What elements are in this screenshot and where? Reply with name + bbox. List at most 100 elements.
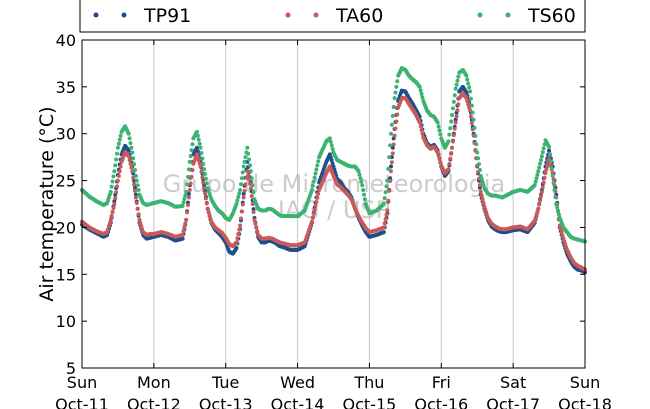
data-point — [381, 202, 386, 206]
x-tick-label-date: Oct-17 — [486, 395, 540, 409]
data-point — [395, 112, 400, 117]
data-point — [114, 190, 119, 195]
data-point — [435, 150, 440, 155]
data-point — [388, 131, 393, 136]
data-point — [538, 161, 543, 166]
data-point — [194, 152, 199, 157]
data-point — [533, 179, 538, 184]
data-point — [330, 146, 335, 151]
data-point — [449, 119, 454, 124]
data-point — [112, 169, 117, 174]
data-point — [384, 184, 389, 189]
data-point — [184, 217, 189, 222]
data-point — [466, 102, 471, 107]
data-point — [129, 165, 134, 170]
data-point — [187, 159, 192, 164]
data-point — [246, 151, 251, 156]
data-point — [110, 209, 115, 214]
data-point — [456, 74, 461, 79]
data-point — [450, 145, 455, 150]
x-tick-label-day: Fri — [432, 373, 451, 392]
data-point — [112, 199, 117, 204]
x-tick-label-day: Sat — [500, 373, 526, 392]
data-point — [417, 84, 422, 89]
data-point — [234, 246, 239, 251]
data-point — [550, 173, 555, 178]
watermark-line-2: IAG / USP — [278, 196, 390, 224]
data-point — [556, 212, 561, 217]
data-point — [115, 184, 120, 189]
data-point — [470, 110, 475, 115]
data-point — [132, 185, 137, 190]
data-point — [115, 178, 120, 183]
x-tick-label-day: Thu — [353, 373, 384, 392]
data-point — [551, 177, 556, 182]
data-point — [204, 181, 209, 186]
data-point — [533, 215, 538, 220]
data-point — [381, 230, 386, 235]
data-point — [182, 225, 187, 230]
data-point — [201, 180, 206, 185]
x-tick-label-day: Sun — [570, 373, 600, 392]
data-point — [481, 201, 486, 206]
data-point — [551, 180, 556, 185]
data-point — [243, 182, 248, 187]
data-point — [384, 212, 389, 217]
data-point — [310, 215, 315, 220]
data-point — [386, 166, 391, 171]
data-point — [450, 139, 455, 144]
data-point — [446, 167, 451, 172]
data-point — [447, 161, 452, 166]
data-point — [437, 157, 442, 162]
data-point — [133, 195, 138, 200]
data-point — [237, 227, 242, 232]
data-point — [450, 106, 455, 111]
data-point — [542, 175, 547, 180]
data-point — [237, 191, 242, 196]
legend-label: TA60 — [335, 5, 383, 27]
data-point — [547, 144, 552, 149]
data-point — [238, 223, 243, 228]
series-ta60 — [80, 91, 587, 272]
data-point — [466, 81, 471, 86]
data-point — [108, 189, 113, 194]
data-point — [129, 145, 134, 150]
data-point — [465, 77, 470, 82]
data-point — [185, 182, 190, 187]
data-point — [251, 190, 256, 195]
data-point — [387, 155, 392, 160]
data-point — [556, 209, 561, 214]
data-point — [202, 167, 207, 172]
data-point — [536, 169, 541, 174]
data-point — [388, 143, 393, 148]
data-point — [309, 219, 314, 224]
data-point — [127, 136, 132, 141]
data-point — [238, 216, 243, 221]
x-tick-label-day: Mon — [137, 373, 171, 392]
data-point — [181, 229, 186, 234]
data-point — [479, 193, 484, 198]
x-tick-label-date: Oct-12 — [127, 395, 181, 409]
data-point — [186, 195, 191, 200]
data-point — [250, 202, 255, 206]
data-point — [538, 198, 543, 203]
data-point — [552, 187, 557, 192]
y-tick-label: 15 — [56, 265, 76, 284]
legend-marker — [121, 12, 127, 18]
data-point — [190, 142, 195, 147]
data-point — [206, 209, 211, 214]
legend-marker — [93, 12, 99, 18]
data-point — [254, 225, 259, 230]
data-point — [189, 148, 194, 153]
data-point — [455, 108, 460, 113]
data-point — [314, 199, 319, 204]
data-point — [107, 220, 112, 225]
data-point — [242, 159, 247, 164]
data-point — [360, 183, 365, 188]
data-point — [453, 117, 458, 122]
data-point — [240, 170, 245, 175]
data-point — [112, 202, 117, 206]
data-point — [330, 161, 335, 166]
data-point — [238, 187, 243, 192]
y-tick-label: 35 — [56, 78, 76, 97]
